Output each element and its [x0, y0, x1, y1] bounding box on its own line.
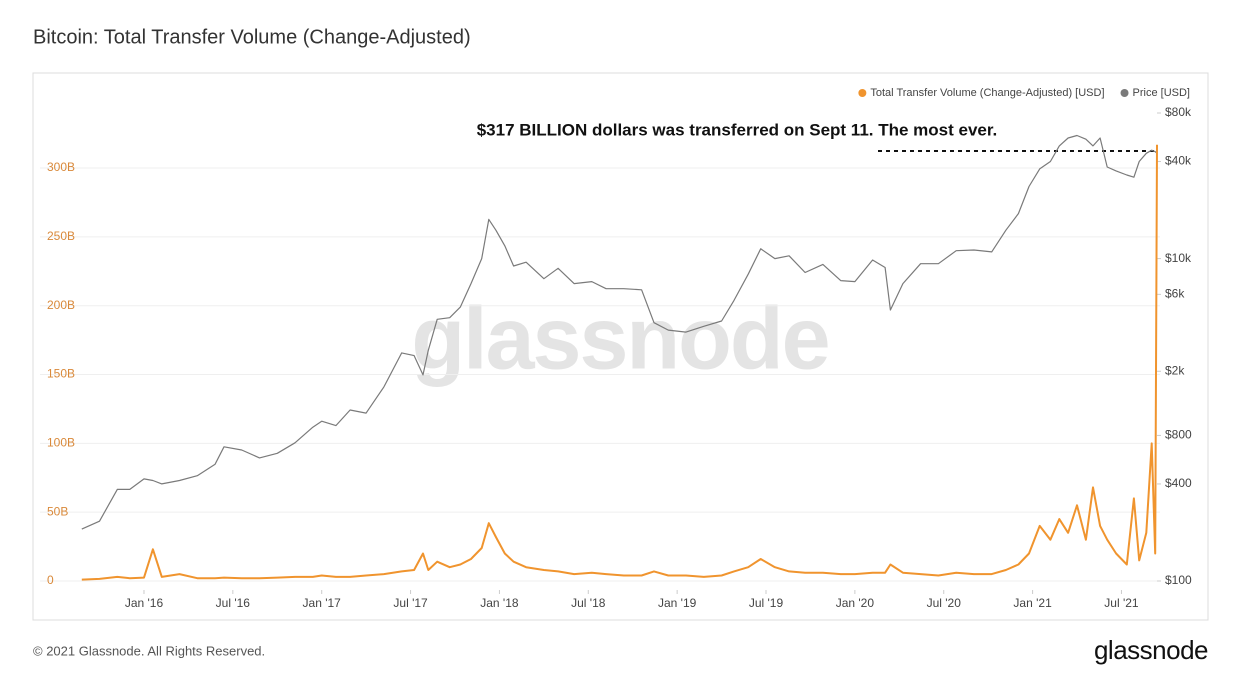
y-tick-label: 250B	[47, 229, 75, 243]
y2-tick-label: $6k	[1165, 287, 1185, 301]
series-line	[81, 134, 1158, 530]
x-tick-label: Jan '16	[125, 596, 164, 610]
legend-marker	[858, 89, 867, 97]
legend-label: Price [USD]	[1133, 87, 1190, 99]
legend-label: Total Transfer Volume (Change-Adjusted) …	[870, 87, 1104, 99]
x-tick-label: Jan '17	[303, 596, 342, 610]
y2-tick-label: $100	[1165, 573, 1192, 587]
y-tick-label: 200B	[47, 298, 75, 312]
y2-tick-label: $2k	[1165, 363, 1185, 377]
watermark: glassnode	[411, 288, 828, 387]
x-tick-label: Jan '20	[836, 596, 875, 610]
x-tick-label: Jul '16	[216, 596, 251, 610]
annotation: $317 BILLION dollars was transferred on …	[477, 120, 998, 139]
y-tick-label: 150B	[47, 367, 75, 381]
chart-title: Bitcoin: Total Transfer Volume (Change-A…	[33, 26, 471, 48]
y2-tick-label: $400	[1165, 476, 1192, 490]
y2-tick-label: $40k	[1165, 154, 1192, 168]
x-tick-label: Jan '21	[1013, 596, 1052, 610]
y2-tick-label: $800	[1165, 428, 1192, 442]
y-tick-label: 0	[47, 573, 54, 587]
x-tick-label: Jan '19	[658, 596, 697, 610]
x-tick-label: Jul '19	[749, 596, 784, 610]
x-tick-label: Jul '18	[571, 596, 606, 610]
y-tick-label: 50B	[47, 504, 68, 518]
chart-frame	[32, 72, 1209, 621]
x-tick-label: Jul '21	[1104, 596, 1139, 610]
y-tick-label: 300B	[47, 160, 75, 174]
y2-tick-label: $80k	[1165, 105, 1192, 119]
legend-marker	[1120, 89, 1129, 97]
series-line	[81, 144, 1158, 581]
x-tick-label: Jan '18	[480, 596, 519, 610]
x-tick-label: Jul '17	[393, 596, 428, 610]
copyright: © 2021 Glassnode. All Rights Reserved.	[33, 643, 265, 658]
y2-tick-label: $10k	[1165, 251, 1192, 265]
y-tick-label: 100B	[47, 436, 75, 450]
x-tick-label: Jul '20	[927, 596, 962, 610]
logo: glassnode	[1094, 635, 1208, 665]
